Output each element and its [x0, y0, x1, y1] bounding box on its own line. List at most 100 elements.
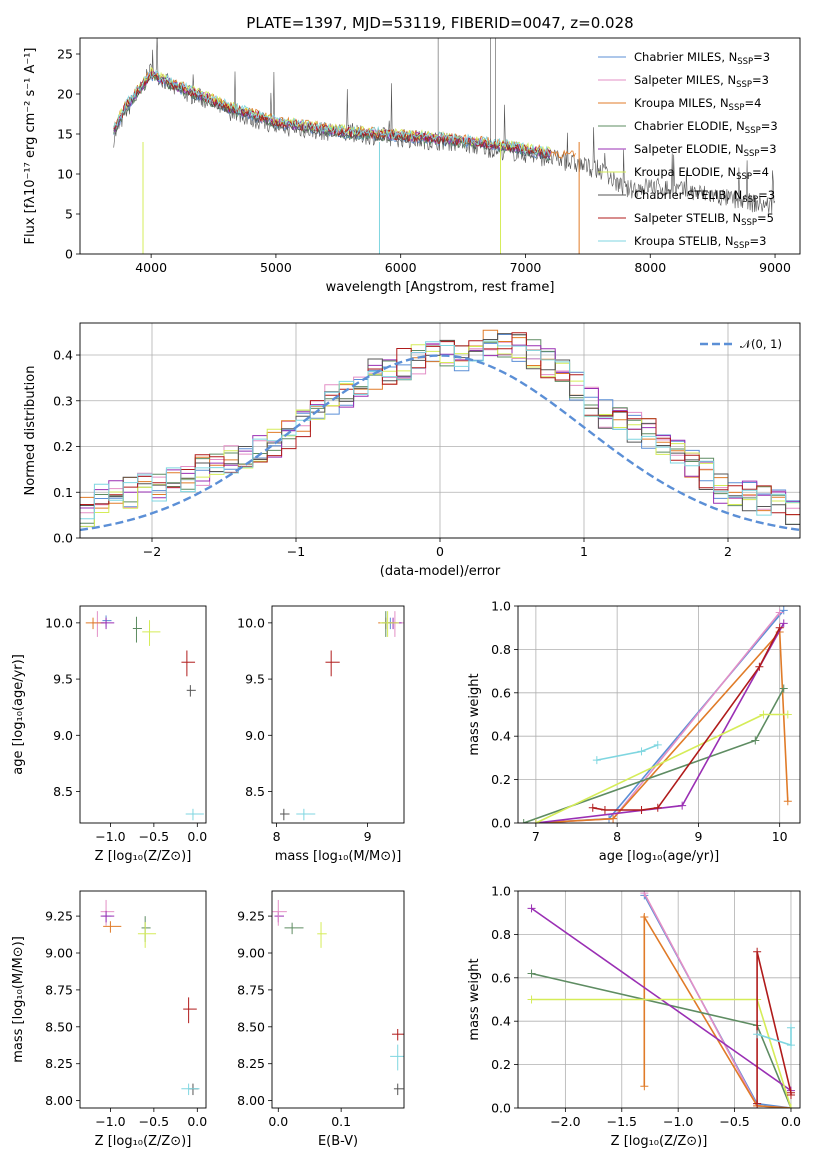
series-kroupa_elodie — [527, 995, 795, 1108]
legend-label-kroupa_stelib: Kroupa STELIB, NSSP=3 — [634, 234, 766, 251]
series-marker-salpeter_miles — [640, 891, 649, 898]
y-tick-label: 0.0 — [53, 531, 73, 546]
data-point-chabrier_elodie — [141, 916, 151, 942]
x-tick-label: −1.0 — [663, 1114, 693, 1129]
plot-frame — [271, 605, 405, 824]
y-axis-label: Normed distribution — [23, 366, 38, 496]
y-tick-label: 9.00 — [237, 946, 265, 961]
residuals-axes: −2 −1 0 1 2 0.0 0.1 0.2 0.3 0.4 (data-model)/error… — [23, 322, 801, 579]
legend-label-normal: 𝒩(0, 1) — [740, 337, 782, 351]
y-tick-label: 0.2 — [491, 772, 511, 787]
series-marker-kroupa_elodie — [786, 1104, 795, 1108]
data-point-kroupa_stelib — [390, 1044, 404, 1071]
spectrum-plot — [113, 38, 776, 254]
series-line-kroupa_stelib — [756, 1027, 792, 1047]
x-tick-label: 4000 — [135, 260, 167, 275]
data-point-salpeter_miles — [389, 611, 404, 637]
y-tick-label: 9.00 — [45, 946, 73, 961]
y-tick-label: 8.50 — [237, 1019, 265, 1034]
x-axis-label: age [log₁₀(age/yr)] — [599, 849, 720, 864]
histogram-chabrier_stelib — [80, 333, 800, 525]
data-point-chabrier_miles — [102, 910, 112, 923]
x-tick-label: 10 — [772, 829, 788, 844]
data-point-salpeter_stelib — [181, 650, 196, 677]
data-point-kroupa_elodie — [142, 620, 161, 646]
y-tick-label: 0.1 — [53, 485, 73, 500]
data-point-salpeter_miles — [91, 611, 106, 637]
y-tick-label: 8.5 — [245, 784, 265, 799]
series-marker-salpeter_stelib — [755, 662, 764, 671]
x-tick-label: −0.5 — [139, 829, 169, 844]
plot-frame — [517, 605, 801, 824]
series-salpeter_miles — [531, 608, 784, 823]
data-point-chabrier_stelib — [280, 808, 290, 821]
series-marker-salpeter_stelib — [588, 803, 597, 812]
y-tick-label: 20 — [57, 87, 73, 102]
y-tick-label: 0.4 — [491, 729, 511, 744]
data-point-salpeter_stelib — [183, 997, 197, 1024]
series-marker-kroupa_stelib — [753, 1030, 762, 1039]
x-tick-label: 0.0 — [781, 1114, 801, 1129]
normal-curve — [80, 354, 800, 532]
legend-label-chabrier_miles: Chabrier MILES, NSSP=3 — [634, 50, 770, 67]
y-tick-label: 0.0 — [491, 1101, 511, 1116]
y-tick-label: 1.0 — [491, 884, 511, 899]
histogram-salpeter_stelib — [80, 332, 800, 516]
series-marker-salpeter_stelib — [637, 805, 646, 814]
age_vs_Z-axes: −1.0 −0.5 0.0 8.5 9.0 9.5 10.0 Z [log₁₀(Z/Z⊙)] a… — [11, 605, 207, 864]
y-tick-label: 8.50 — [45, 1019, 73, 1034]
model-line-kroupa_elodie — [113, 66, 551, 156]
data-point-chabrier_stelib — [186, 685, 196, 697]
data-point-kroupa_stelib — [181, 1083, 200, 1096]
x-tick-label: 8 — [273, 829, 281, 844]
data-point-kroupa_stelib — [296, 808, 316, 821]
y-tick-label: 9.5 — [53, 672, 73, 687]
y-tick-label: 8.5 — [53, 784, 73, 799]
x-tick-label: −0.5 — [719, 1114, 749, 1129]
residual-legend: 𝒩(0, 1) — [700, 337, 782, 351]
series-line-salpeter_miles — [535, 611, 781, 823]
x-tick-label: 6000 — [385, 260, 417, 275]
y-axis-label: mass weight — [467, 958, 482, 1040]
series-marker-salpeter_stelib — [775, 623, 784, 632]
series-marker-chabrier_elodie — [519, 819, 528, 823]
series-chabrier_elodie — [519, 684, 788, 823]
x-tick-label: 0.0 — [268, 1114, 288, 1129]
x-tick-label: 5000 — [260, 260, 292, 275]
series-chabrier_elodie — [527, 969, 795, 1108]
series-marker-salpeter_stelib — [786, 1090, 795, 1099]
series-chabrier_miles — [531, 606, 788, 823]
x-tick-label: 1 — [580, 544, 588, 559]
x-axis-label: mass [log₁₀(M/M⊙)] — [275, 849, 402, 864]
series-marker-kroupa_elodie — [783, 710, 792, 719]
y-tick-label: 1.0 — [491, 599, 511, 614]
data-point-salpeter_elodie — [274, 910, 284, 923]
y-tick-label: 9.25 — [45, 909, 73, 924]
mass_vs_Z-axes: −1.0 −0.5 0.0 8.00 8.25 8.50 8.75 9.00 9.25 Z [lo… — [11, 890, 207, 1149]
y-axis-label: mass [log₁₀(M/M⊙)] — [11, 936, 26, 1063]
spectrum-legend: Chabrier MILES, NSSP=3 Salpeter MILES, NS… — [598, 50, 778, 251]
series-marker-salpeter_elodie — [527, 904, 536, 913]
x-tick-label: 0.0 — [187, 1114, 207, 1129]
x-tick-label: −1 — [287, 544, 305, 559]
series-salpeter_stelib — [753, 947, 795, 1108]
series-kroupa_stelib — [753, 1023, 795, 1050]
x-tick-label: −2.0 — [550, 1114, 580, 1129]
x-tick-label: 7 — [532, 829, 540, 844]
y-tick-label: 0.2 — [53, 439, 73, 454]
series-kroupa_stelib — [592, 740, 662, 765]
series-line-salpeter_stelib — [756, 951, 792, 1104]
model-line-chabrier_stelib — [113, 71, 551, 161]
plot-frame — [271, 890, 405, 1109]
y-tick-label: 8.00 — [237, 1093, 265, 1108]
plot-frame — [79, 322, 801, 539]
y-tick-label: 15 — [57, 127, 73, 142]
series-line-chabrier_elodie — [523, 688, 785, 823]
y-tick-label: 8.75 — [45, 982, 73, 997]
series-marker-salpeter_miles — [775, 608, 784, 617]
series-marker-salpeter_stelib — [753, 947, 762, 956]
x-tick-label: −1.5 — [607, 1114, 637, 1129]
massweight_vs_age-axes: 7 8 9 10 0.0 0.2 0.4 0.6 0.8 1.0 age [log₁₀(age/yr… — [467, 599, 801, 864]
y-tick-label: 10 — [57, 167, 73, 182]
series-marker-chabrier_elodie — [527, 969, 536, 978]
